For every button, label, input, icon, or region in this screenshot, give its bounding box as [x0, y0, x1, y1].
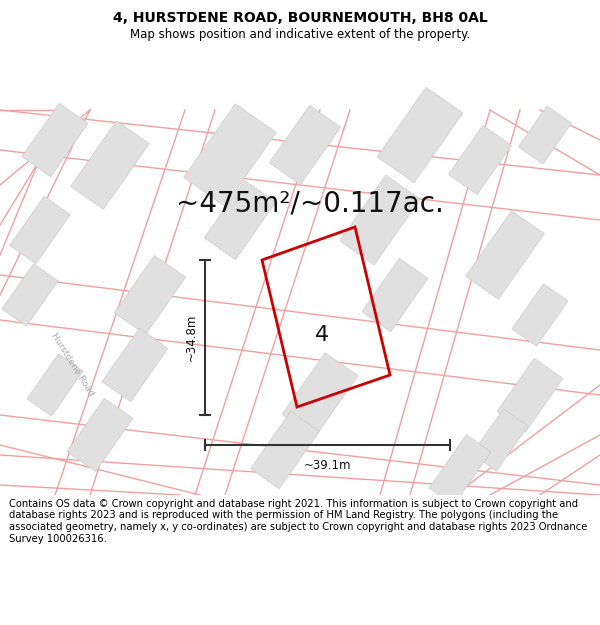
Text: 4, HURSTDENE ROAD, BOURNEMOUTH, BH8 0AL: 4, HURSTDENE ROAD, BOURNEMOUTH, BH8 0AL	[113, 11, 487, 25]
Polygon shape	[497, 358, 563, 432]
Polygon shape	[377, 88, 463, 182]
Polygon shape	[472, 409, 528, 471]
Polygon shape	[115, 256, 185, 334]
Text: ~34.8m: ~34.8m	[185, 314, 197, 361]
Polygon shape	[102, 328, 168, 402]
Polygon shape	[518, 106, 572, 164]
Polygon shape	[184, 104, 276, 206]
Text: 4: 4	[315, 325, 329, 345]
Text: ~475m²/~0.117ac.: ~475m²/~0.117ac.	[176, 189, 444, 217]
Text: Hurstdene Road: Hurstdene Road	[49, 332, 95, 398]
Polygon shape	[27, 354, 83, 416]
Polygon shape	[429, 435, 491, 505]
Polygon shape	[71, 121, 149, 209]
Polygon shape	[10, 196, 70, 264]
Text: Contains OS data © Crown copyright and database right 2021. This information is : Contains OS data © Crown copyright and d…	[9, 499, 587, 544]
Polygon shape	[512, 284, 568, 346]
Polygon shape	[22, 103, 88, 177]
Text: Map shows position and indicative extent of the property.: Map shows position and indicative extent…	[130, 28, 470, 41]
Text: ~39.1m: ~39.1m	[304, 459, 351, 472]
Polygon shape	[2, 264, 58, 326]
Polygon shape	[205, 181, 275, 259]
Polygon shape	[67, 398, 133, 472]
Polygon shape	[269, 106, 341, 184]
Polygon shape	[340, 175, 420, 265]
Polygon shape	[282, 352, 358, 437]
Polygon shape	[362, 258, 428, 332]
Polygon shape	[466, 211, 544, 299]
Polygon shape	[251, 411, 319, 489]
Polygon shape	[448, 126, 512, 194]
